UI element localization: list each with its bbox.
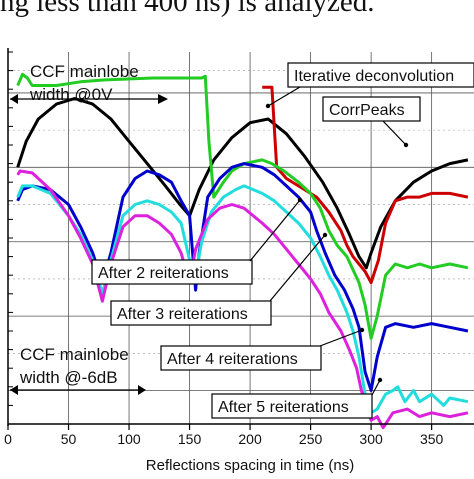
annotation-corrpeaks: CorrPeaks (329, 102, 405, 119)
annotation-ccf-6db: CCF mainlobe (20, 345, 129, 364)
x-tick-label: 300 (359, 431, 383, 447)
annotation-after-4-leader (319, 329, 363, 347)
annotation-iterative-deconvolution-leader (267, 86, 301, 107)
series-line-2 (16, 72, 469, 340)
annotation-ccf-0v: width @0V (29, 85, 113, 104)
bracket-0v-arrow-left (10, 94, 18, 104)
annotation-corrpeaks-leader (382, 120, 407, 146)
annotation-after-3-leader (269, 234, 326, 302)
annotation-corrpeaks-leader-tip (403, 142, 409, 148)
x-tick-label: 350 (420, 431, 444, 447)
annotation-after-3-box (110, 300, 272, 326)
x-ticks: 0 50 100 150 200 250 300 350 (4, 424, 444, 447)
annotation-after-3: After 3 reiterations (117, 306, 248, 323)
annotation-iterative-deconvolution: Iterative deconvolution (294, 68, 454, 85)
plot-frame (7, 48, 474, 426)
bracket-0v-arrow (158, 94, 168, 104)
annotation-after-3-leader-tip (322, 232, 328, 238)
x-tick-label: 100 (117, 431, 141, 447)
annotation-after-2-leader (249, 199, 301, 262)
annotation-ccf-0v: CCF mainlobe (30, 62, 139, 81)
annotation-after-5-leader-tip (377, 377, 383, 383)
series-line-1 (262, 85, 469, 285)
annotation-after-4-box (160, 345, 322, 371)
annotation-ccf-6db: width @-6dB (19, 368, 118, 387)
caption-fragment: ng less than 400 ns) is analyzed. (0, 0, 375, 18)
annotation-after-2-box (91, 259, 253, 285)
bracket-6db-arrow (138, 385, 146, 395)
annotation-after-2: After 2 reiterations (98, 265, 229, 282)
x-tick-label: 50 (61, 431, 77, 447)
x-tick-label: 150 (178, 431, 202, 447)
x-axis-label: Reflections spacing in time (ns) (146, 457, 354, 474)
annotation-after-5-leader (371, 379, 381, 396)
x-tick-label: 0 (4, 431, 12, 447)
annotation-corrpeaks-box (322, 96, 421, 122)
annotation-after-4: After 4 reiterations (167, 351, 298, 368)
x-tick-label: 250 (299, 431, 323, 447)
bracket-6db-arrow-left (10, 385, 18, 395)
annotation-iterative-deconvolution-leader-tip (265, 103, 271, 109)
series-line-5 (16, 169, 469, 430)
annotation-after-5: After 5 reiterations (218, 399, 349, 416)
series-line-0 (16, 97, 469, 270)
x-tick-label: 200 (238, 431, 262, 447)
annotation-after-4-leader-tip (359, 327, 365, 333)
annotations: CCF mainlobe width @0V CCF mainlobe width @… (10, 62, 474, 419)
annotation-after-2-leader-tip (297, 197, 303, 203)
annotation-after-5-box (211, 393, 373, 419)
annotation-iterative-deconvolution-box (287, 62, 474, 88)
